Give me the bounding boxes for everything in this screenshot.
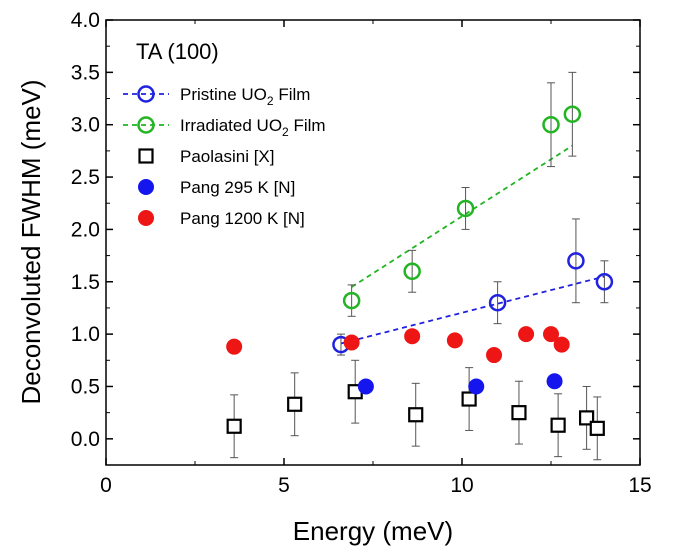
y-tick-label: 3.0 [71, 114, 100, 137]
legend-marker [138, 148, 154, 164]
legend-item-2: Paolasini [X] [138, 147, 275, 166]
legend-marker [138, 210, 154, 226]
data-point [357, 378, 374, 395]
data-point [343, 334, 360, 351]
data-point [589, 420, 605, 436]
legend-label: Pang 1200 K [N] [180, 209, 305, 228]
data-point [468, 378, 485, 395]
axis-layer: 0 5 10 15 0.0 0.5 1.0 1.5 2.0 2.5 3.0 3.5 4.0 [71, 9, 652, 497]
data-point [461, 391, 477, 407]
legend-item-1: Irradiated UO2 Film [123, 116, 326, 139]
y-tick-label: 0.0 [71, 428, 100, 451]
data-point [546, 373, 563, 390]
legend-label: Irradiated UO2 Film [180, 116, 326, 139]
legend-item-4: Pang 1200 K [N] [138, 209, 305, 228]
data-point [567, 252, 585, 270]
data-point [543, 326, 559, 343]
data-point [408, 407, 424, 423]
data-point [518, 326, 535, 343]
legend-item-3: Pang 295 K [N] [138, 178, 295, 197]
y-tick-label: 4.0 [71, 9, 100, 32]
data-point [595, 273, 614, 291]
data-point [404, 328, 421, 345]
data-point [446, 332, 463, 349]
data-layer [226, 71, 614, 461]
y-axis-title: Deconvoluted FWHM (meV) [16, 79, 46, 404]
data-point [563, 105, 582, 123]
x-tick-label: 10 [450, 474, 473, 497]
data-point [342, 291, 361, 310]
annotation-label: TA (100) [136, 39, 219, 64]
data-point [542, 115, 560, 134]
series-1 [342, 71, 582, 317]
series-0 [332, 218, 614, 356]
legend-marker [137, 116, 155, 134]
legend-label: Pristine UO2 Film [180, 85, 310, 108]
data-point [553, 336, 570, 353]
data-point [511, 405, 527, 421]
data-point [456, 199, 475, 218]
series-2 [226, 359, 605, 461]
legend-label: Paolasini [X] [180, 147, 275, 166]
y-tick-label: 1.0 [71, 323, 100, 346]
legend-label: Pang 295 K [N] [180, 178, 295, 197]
data-point [486, 347, 503, 364]
legend-marker [138, 179, 154, 195]
series-3 [357, 373, 563, 395]
fit-line [340, 275, 605, 345]
legend-item-0: Pristine UO2 Film [123, 85, 310, 108]
x-tick-label: 5 [278, 474, 290, 497]
legend: Pristine UO2 Film Irradiated UO2 Film Paol… [123, 85, 326, 228]
x-tick-label: 0 [100, 474, 112, 497]
y-tick-label: 3.5 [71, 61, 100, 84]
y-tick-label: 2.5 [71, 166, 100, 189]
y-tick-label: 1.5 [71, 271, 100, 294]
data-point [226, 338, 243, 355]
x-tick-label: 15 [628, 474, 651, 497]
data-point [226, 418, 242, 434]
series-4 [226, 326, 570, 364]
data-point [403, 262, 421, 281]
data-point [488, 293, 507, 312]
y-tick-label: 0.5 [71, 375, 100, 398]
y-tick-label: 2.0 [71, 218, 100, 241]
x-axis-title: Energy (meV) [293, 516, 453, 546]
fit-line [351, 144, 573, 288]
data-point [287, 396, 303, 412]
legend-marker [137, 85, 155, 103]
data-point [550, 417, 566, 433]
